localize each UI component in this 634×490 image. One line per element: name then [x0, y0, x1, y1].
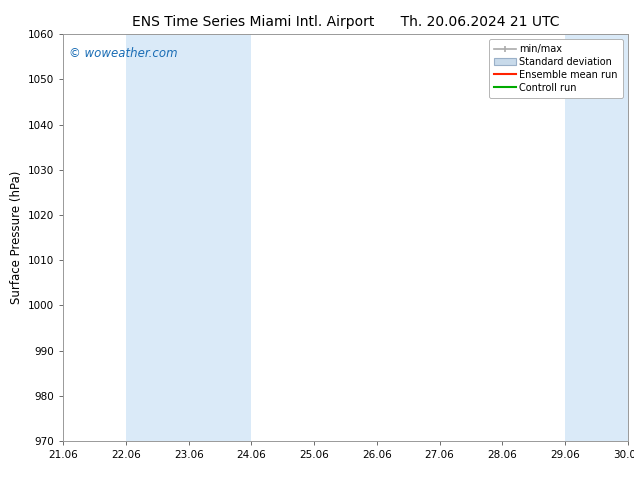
Legend: min/max, Standard deviation, Ensemble mean run, Controll run: min/max, Standard deviation, Ensemble me…	[489, 39, 623, 98]
Bar	[565, 34, 628, 441]
Bar	[126, 34, 252, 441]
Title: ENS Time Series Miami Intl. Airport      Th. 20.06.2024 21 UTC: ENS Time Series Miami Intl. Airport Th. …	[132, 15, 559, 29]
Text: © woweather.com: © woweather.com	[69, 47, 178, 59]
Y-axis label: Surface Pressure (hPa): Surface Pressure (hPa)	[10, 171, 23, 304]
